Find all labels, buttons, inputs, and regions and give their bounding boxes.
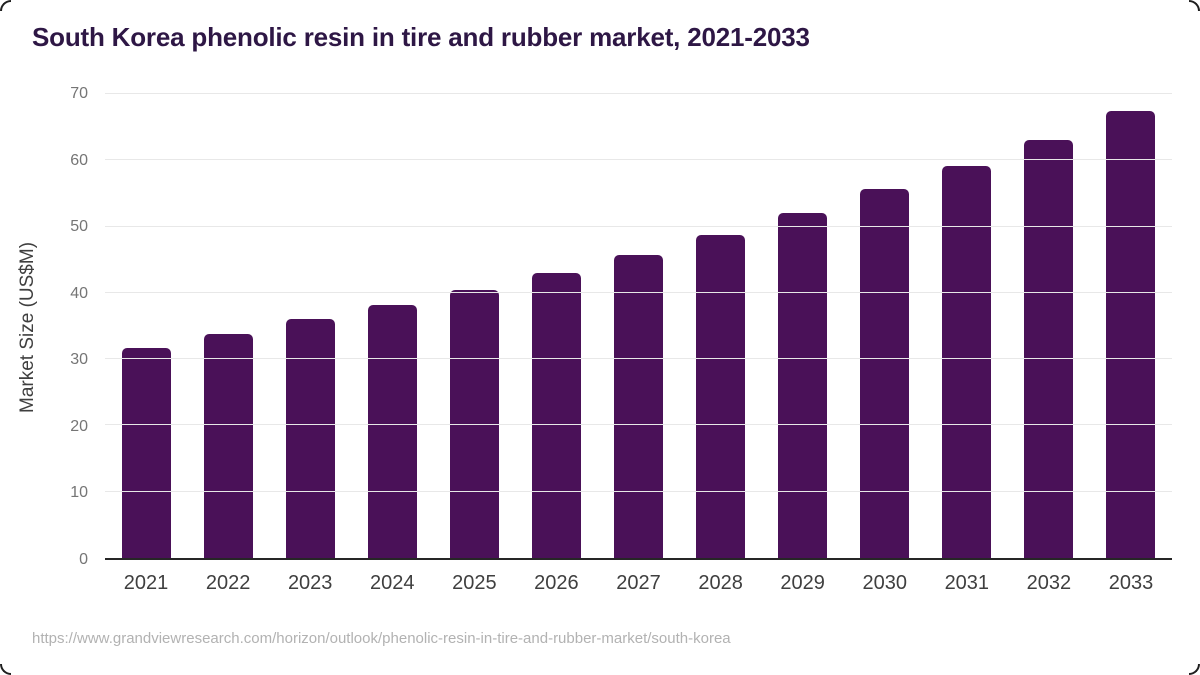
bar-cell <box>515 94 597 558</box>
bar-cell <box>926 94 1008 558</box>
bar-2026 <box>531 272 581 558</box>
bar-cell <box>1008 94 1090 558</box>
bar-cell <box>1090 94 1172 558</box>
bar-2032 <box>1024 139 1074 558</box>
x-tick-label: 2031 <box>944 572 990 594</box>
bar-2030 <box>860 189 910 558</box>
x-tick-label: 2030 <box>862 572 907 594</box>
y-tick-label: 70 <box>70 85 88 102</box>
bar-cell <box>187 94 269 558</box>
rounded-corner-mark <box>1189 0 1200 11</box>
bar-cell <box>680 94 762 558</box>
chart-title: South Korea phenolic resin in tire and r… <box>32 22 810 52</box>
bar-cell <box>269 94 351 558</box>
gridline <box>105 490 1172 492</box>
gridline <box>105 424 1172 426</box>
y-tick-label: 60 <box>70 151 88 169</box>
bar-cell <box>433 94 515 558</box>
x-tick-label: 2021 <box>123 572 169 594</box>
x-tick-label: 2027 <box>616 572 661 594</box>
x-tick-label: 2023 <box>287 572 333 594</box>
bar-2027 <box>614 255 663 558</box>
y-axis-labels: 0 10 20 30 40 50 60 70 <box>0 86 88 568</box>
y-tick-label: 10 <box>70 484 88 502</box>
x-tick-label: 2033 <box>1108 572 1154 594</box>
gridline <box>105 93 1172 94</box>
x-tick-label: 2029 <box>780 572 825 594</box>
x-tick-label: 2026 <box>534 572 579 594</box>
bar-cell <box>844 94 926 558</box>
x-tick-label: 2032 <box>1026 572 1072 594</box>
y-tick-label: 0 <box>79 551 88 568</box>
bar-cell <box>105 94 187 558</box>
x-tick-label: 2028 <box>698 572 743 594</box>
rounded-corner-mark <box>1189 664 1200 675</box>
rounded-corner-mark <box>0 0 11 11</box>
bar-2031 <box>942 166 992 558</box>
y-tick-label: 20 <box>70 417 88 435</box>
gridline <box>105 225 1172 227</box>
x-tick-label: 2024 <box>370 572 415 594</box>
gridline <box>105 358 1172 360</box>
bar-2033 <box>1106 111 1156 558</box>
bar-cell <box>762 94 844 558</box>
bar-2021 <box>121 347 171 558</box>
bar-2025 <box>449 289 499 558</box>
gridline <box>105 159 1172 161</box>
x-axis-labels: 2021 2022 2023 2024 2025 2026 2027 2028 2029 2030… <box>105 568 1172 598</box>
source-url: https://www.grandviewresearch.com/horizo… <box>32 630 731 647</box>
plot-area <box>105 93 1172 560</box>
bar-2029 <box>778 212 828 558</box>
bars-row <box>105 94 1172 558</box>
bar-2023 <box>285 319 335 558</box>
y-tick-label: 40 <box>70 284 88 302</box>
y-tick-label: 30 <box>70 351 88 369</box>
bar-cell <box>351 94 433 558</box>
bar-cell <box>597 94 679 558</box>
bar-2022 <box>203 333 253 558</box>
gridline <box>105 291 1172 293</box>
rounded-corner-mark <box>0 664 11 675</box>
bar-2024 <box>367 304 417 558</box>
bar-2028 <box>696 234 746 558</box>
x-tick-label: 2022 <box>205 572 251 594</box>
y-tick-label: 50 <box>70 218 88 236</box>
x-tick-label: 2025 <box>452 572 497 594</box>
